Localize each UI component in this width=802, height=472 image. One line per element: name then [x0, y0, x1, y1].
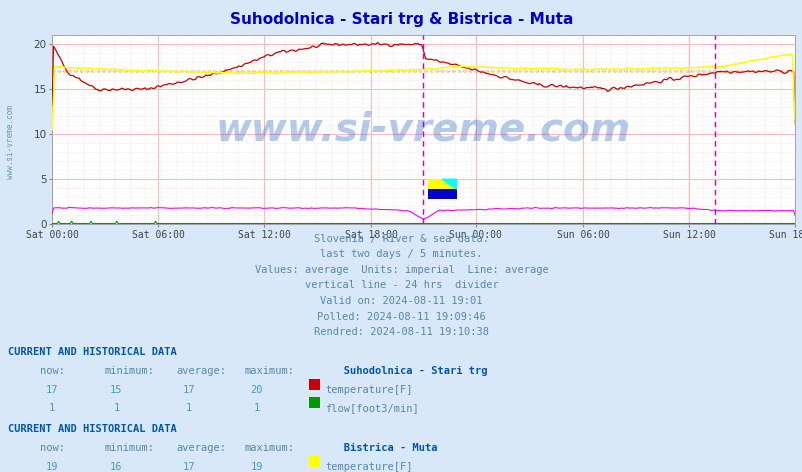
Text: maximum:: maximum:: [245, 443, 294, 453]
Text: Bistrica - Muta: Bistrica - Muta: [325, 443, 437, 453]
Text: Valid on: 2024-08-11 19:01: Valid on: 2024-08-11 19:01: [320, 296, 482, 306]
Text: 19: 19: [46, 462, 59, 472]
Text: temperature[F]: temperature[F]: [325, 462, 412, 472]
Text: 16: 16: [110, 462, 123, 472]
Text: CURRENT AND HISTORICAL DATA: CURRENT AND HISTORICAL DATA: [8, 347, 176, 357]
Text: minimum:: minimum:: [104, 443, 154, 453]
Text: 15: 15: [110, 385, 123, 395]
Text: Slovenia / River & sea data.: Slovenia / River & sea data.: [314, 234, 488, 244]
Text: 1: 1: [113, 403, 119, 413]
Text: 1: 1: [185, 403, 192, 413]
Text: Suhodolnica - Stari trg: Suhodolnica - Stari trg: [325, 366, 487, 376]
Text: 17: 17: [182, 462, 195, 472]
Text: 1: 1: [49, 403, 55, 413]
Bar: [427, 189, 456, 199]
Text: 20: 20: [250, 385, 263, 395]
Text: Suhodolnica - Stari trg & Bistrica - Muta: Suhodolnica - Stari trg & Bistrica - Mut…: [229, 12, 573, 27]
Text: www.si-vreme.com: www.si-vreme.com: [216, 111, 630, 149]
Text: CURRENT AND HISTORICAL DATA: CURRENT AND HISTORICAL DATA: [8, 424, 176, 434]
Text: 17: 17: [46, 385, 59, 395]
Text: Rendred: 2024-08-11 19:10:38: Rendred: 2024-08-11 19:10:38: [314, 327, 488, 337]
Text: average:: average:: [176, 366, 226, 376]
Text: maximum:: maximum:: [245, 366, 294, 376]
Text: 19: 19: [250, 462, 263, 472]
Text: Polled: 2024-08-11 19:09:46: Polled: 2024-08-11 19:09:46: [317, 312, 485, 321]
Text: minimum:: minimum:: [104, 366, 154, 376]
Bar: [427, 179, 456, 189]
Text: Values: average  Units: imperial  Line: average: Values: average Units: imperial Line: av…: [254, 265, 548, 275]
Polygon shape: [442, 179, 456, 189]
Text: last two days / 5 minutes.: last two days / 5 minutes.: [320, 249, 482, 259]
Text: now:: now:: [40, 443, 65, 453]
Text: temperature[F]: temperature[F]: [325, 385, 412, 395]
Text: 1: 1: [253, 403, 260, 413]
Text: average:: average:: [176, 443, 226, 453]
Text: vertical line - 24 hrs  divider: vertical line - 24 hrs divider: [304, 280, 498, 290]
Text: flow[foot3/min]: flow[foot3/min]: [325, 403, 419, 413]
Text: 17: 17: [182, 385, 195, 395]
Text: www.si-vreme.com: www.si-vreme.com: [6, 105, 15, 178]
Text: now:: now:: [40, 366, 65, 376]
